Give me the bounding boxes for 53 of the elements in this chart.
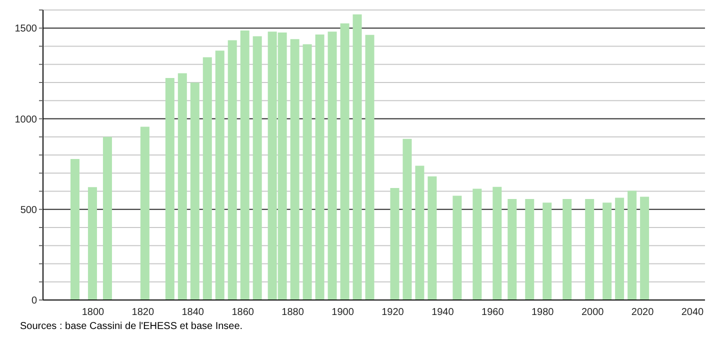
bar bbox=[252, 36, 262, 300]
x-tick-label: 1960 bbox=[482, 307, 504, 318]
bar bbox=[472, 188, 482, 300]
bar bbox=[402, 138, 412, 300]
x-tick-label: 1860 bbox=[232, 307, 254, 318]
x-tick-label: 1900 bbox=[332, 307, 354, 318]
bar bbox=[70, 158, 80, 300]
bar bbox=[102, 136, 112, 300]
bar bbox=[428, 176, 437, 300]
bar bbox=[390, 188, 400, 300]
y-tick-label: 500 bbox=[20, 204, 38, 216]
bar bbox=[452, 196, 462, 300]
bar bbox=[165, 78, 174, 300]
bar bbox=[328, 32, 337, 300]
bar bbox=[492, 186, 502, 300]
bar bbox=[178, 73, 187, 300]
bar bbox=[585, 199, 594, 300]
bar bbox=[562, 199, 572, 300]
bar bbox=[190, 82, 200, 300]
y-tick-label: 1000 bbox=[14, 114, 38, 126]
bar bbox=[508, 199, 517, 300]
x-tick-label: 1940 bbox=[432, 307, 454, 318]
x-tick-label: 1800 bbox=[82, 307, 105, 318]
bar bbox=[140, 126, 150, 300]
bar bbox=[215, 50, 224, 300]
bar bbox=[628, 190, 637, 300]
y-tick-label: 1500 bbox=[14, 24, 38, 35]
x-tick-label: 2020 bbox=[631, 307, 654, 318]
bar bbox=[602, 202, 612, 300]
x-tick-label: 1840 bbox=[182, 307, 204, 318]
bar bbox=[542, 202, 552, 300]
bar bbox=[240, 30, 250, 300]
bar bbox=[202, 57, 212, 300]
x-tick-label: 1920 bbox=[382, 307, 404, 318]
bar bbox=[352, 14, 362, 300]
bar bbox=[315, 34, 324, 300]
x-tick-label: 2040 bbox=[681, 307, 704, 318]
x-tick-label: 1820 bbox=[132, 307, 154, 318]
bar bbox=[415, 166, 424, 300]
bar bbox=[290, 39, 300, 300]
x-tick-label: 1880 bbox=[282, 307, 304, 318]
bar bbox=[302, 44, 312, 300]
source-note: Sources : base Cassini de l'EHESS et base Insee. bbox=[20, 321, 243, 332]
bar bbox=[365, 34, 374, 300]
bar bbox=[640, 196, 650, 300]
bar bbox=[340, 23, 350, 300]
bar bbox=[228, 40, 237, 300]
y-tick-label: 0 bbox=[31, 296, 38, 307]
bar bbox=[615, 198, 624, 300]
bar bbox=[525, 199, 534, 300]
x-tick-label: 1980 bbox=[532, 307, 554, 318]
bar bbox=[88, 187, 97, 300]
x-tick-label: 2000 bbox=[581, 307, 604, 318]
